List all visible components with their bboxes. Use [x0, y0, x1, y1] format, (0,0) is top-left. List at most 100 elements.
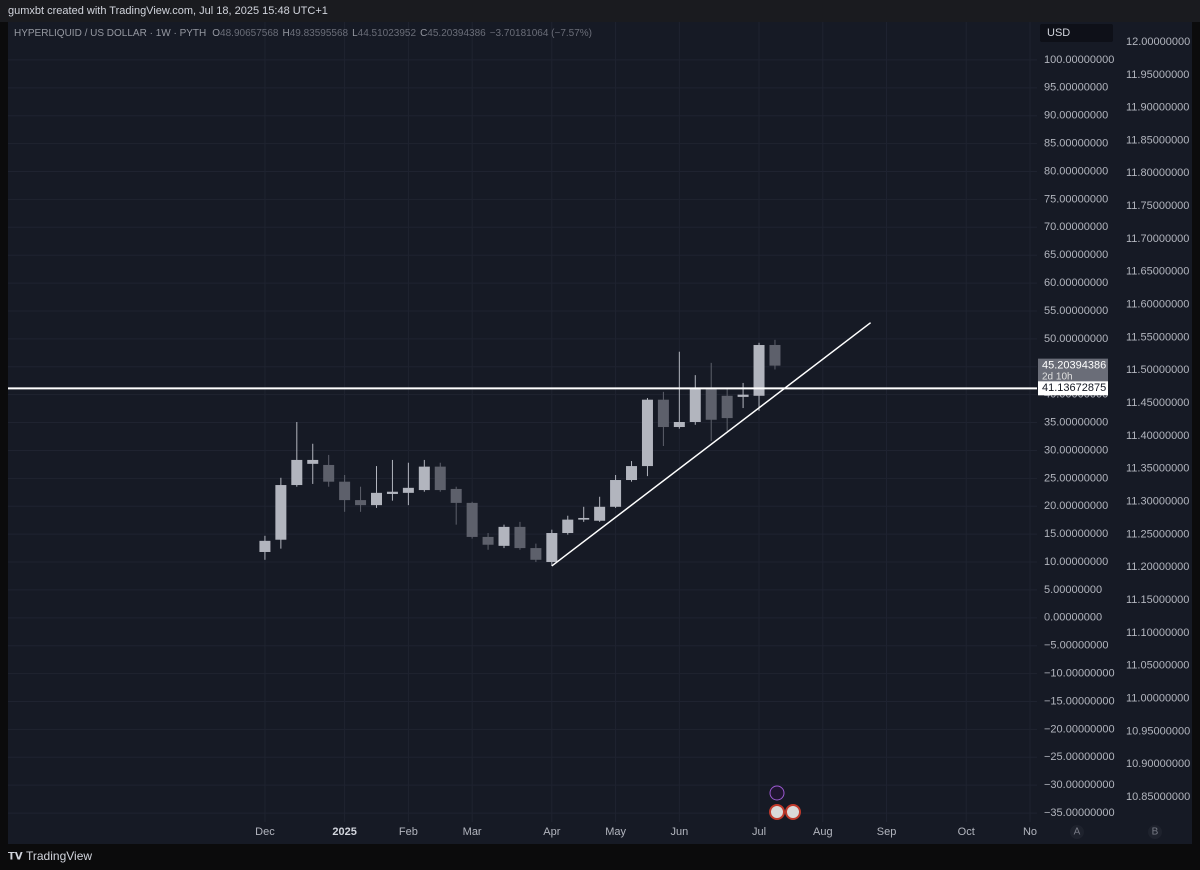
- ohlc-value: 48.90657568: [220, 28, 279, 39]
- candle-body: [307, 459, 319, 464]
- y-tick-label: −35.00000000: [1044, 807, 1115, 819]
- y2-tick-label: 11.70000000: [1126, 233, 1189, 245]
- candle-body: [291, 459, 303, 486]
- y-tick-label: 5.00000000: [1044, 584, 1102, 596]
- x-tick-label: Oct: [958, 826, 975, 838]
- axis-button-label[interactable]: B: [1152, 827, 1159, 838]
- candle-body: [721, 395, 733, 419]
- hline-label-box: [1038, 381, 1108, 396]
- x-tick-label: No: [1023, 826, 1037, 838]
- credit: gumxbt created with TradingView.com, Jul…: [8, 5, 328, 17]
- y-tick-label: 0.00000000: [1044, 612, 1102, 624]
- axis-button-label[interactable]: A: [1074, 827, 1081, 838]
- candle-body: [498, 526, 510, 546]
- x-tick-label: Apr: [543, 826, 560, 838]
- last-price: 45.20394386: [1042, 360, 1106, 372]
- x-tick-label: May: [605, 826, 626, 838]
- candle-body: [578, 517, 590, 520]
- candle-body: [418, 466, 430, 491]
- hline-label: 41.13672875: [1042, 382, 1106, 394]
- y-tick-label: 90.00000000: [1044, 110, 1108, 122]
- ohlc-label: O: [212, 28, 220, 39]
- x-tick-label: Mar: [463, 826, 482, 838]
- candle-body: [737, 394, 749, 397]
- event-icons: [769, 785, 801, 820]
- axis-button[interactable]: [1148, 825, 1162, 839]
- currency[interactable]: USD: [1047, 27, 1070, 39]
- y2-tick-label: 11.40000000: [1126, 430, 1189, 442]
- y2-tick-label: 10.95000000: [1126, 725, 1190, 737]
- event-icon[interactable]: [769, 785, 785, 801]
- y-tick-label: 15.00000000: [1044, 528, 1108, 540]
- candle-body: [753, 345, 765, 396]
- y2-tick-label: 11.10000000: [1126, 627, 1189, 639]
- ohlc-value: 44.51023952: [358, 28, 417, 39]
- y-tick-label: −20.00000000: [1044, 723, 1115, 735]
- y2-tick-label: 11.90000000: [1126, 102, 1189, 114]
- y-tick-label: 35.00000000: [1044, 416, 1108, 428]
- y2-tick-label: 11.45000000: [1126, 397, 1189, 409]
- currency-box[interactable]: [1040, 24, 1113, 42]
- axis-button[interactable]: [1070, 825, 1084, 839]
- countdown: 2d 10h: [1042, 371, 1073, 382]
- candle-body: [339, 481, 351, 501]
- y2-tick-label: 11.50000000: [1126, 364, 1189, 376]
- y2-tick-label: 11.65000000: [1126, 266, 1189, 278]
- y2-tick-label: 11.25000000: [1126, 528, 1189, 540]
- candle-body: [386, 491, 398, 494]
- x-tick-label: Dec: [255, 826, 275, 838]
- candle-body: [594, 506, 606, 521]
- y-tick-label: 70.00000000: [1044, 221, 1108, 233]
- ohlc-label: L: [352, 28, 358, 39]
- ohlc-label: H: [282, 28, 289, 39]
- y-tick-label: 10.00000000: [1044, 556, 1108, 568]
- event-icon[interactable]: [785, 804, 801, 820]
- y-tick-label: 95.00000000: [1044, 82, 1108, 94]
- y-tick-label: −15.00000000: [1044, 695, 1115, 707]
- y2-tick-label: 11.15000000: [1126, 594, 1189, 606]
- candle-body: [323, 464, 335, 482]
- y-tick-label: 75.00000000: [1044, 193, 1108, 205]
- candle-body: [562, 519, 574, 534]
- trend-line: [551, 322, 872, 567]
- change: −3.70181064 (−7.57%): [490, 28, 592, 39]
- y2-tick-label: 11.30000000: [1126, 496, 1189, 508]
- y-tick-label: −30.00000000: [1044, 779, 1115, 791]
- x-tick-label: Sep: [877, 826, 897, 838]
- y2-tick-label: 11.00000000: [1126, 692, 1189, 704]
- candle-body: [626, 466, 638, 481]
- candle-body: [705, 389, 717, 420]
- y2-tick-label: 11.35000000: [1126, 463, 1189, 475]
- chart-area: [8, 22, 1192, 844]
- candle-body: [641, 399, 653, 467]
- y-tick-label: 60.00000000: [1044, 277, 1108, 289]
- y2-tick-label: 11.55000000: [1126, 331, 1189, 343]
- candle-body: [450, 488, 462, 503]
- x-tick-label: 2025: [332, 826, 356, 838]
- ohlc-value: 49.83595568: [290, 28, 349, 39]
- y2-tick-label: 11.05000000: [1126, 660, 1189, 672]
- y2-tick-label: 11.95000000: [1126, 69, 1189, 81]
- candle-body: [546, 533, 558, 563]
- candle-body: [371, 492, 383, 506]
- y-tick-label: 100.00000000: [1044, 54, 1114, 66]
- ohlc-value: 45.20394386: [427, 28, 486, 39]
- y2-tick-label: 10.90000000: [1126, 758, 1190, 770]
- y2-tick-label: 11.20000000: [1126, 561, 1189, 573]
- y2-tick-label: 10.85000000: [1126, 791, 1190, 803]
- x-tick-label: Aug: [813, 826, 833, 838]
- event-icon[interactable]: [769, 804, 785, 820]
- y-tick-label: 30.00000000: [1044, 444, 1108, 456]
- y-tick-label: −10.00000000: [1044, 668, 1115, 680]
- ohlc-label: C: [420, 28, 427, 39]
- candle-body: [657, 399, 669, 428]
- y2-tick-label: 12.00000000: [1126, 36, 1190, 48]
- candle-body: [514, 526, 526, 549]
- x-tick-label: Feb: [399, 826, 418, 838]
- y-tick-label: −25.00000000: [1044, 751, 1115, 763]
- symbol-legend: HYPERLIQUID / US DOLLAR · 1W · PYTH O48.9…: [14, 28, 592, 39]
- y-tick-label: −5.00000000: [1044, 640, 1109, 652]
- candle-body: [434, 466, 446, 491]
- top-bar: [0, 0, 1200, 22]
